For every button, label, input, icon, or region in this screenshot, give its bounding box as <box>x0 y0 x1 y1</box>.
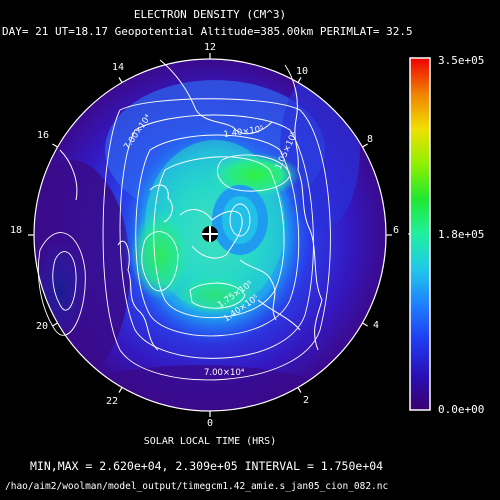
minmax-stats: MIN,MAX = 2.620e+04, 2.309e+05 INTERVAL … <box>30 459 384 473</box>
hour-label-10: 10 <box>295 66 309 77</box>
hour-label-22: 22 <box>105 396 119 407</box>
coastline-outline <box>59 59 323 351</box>
colorbar-mid-label: 1.8e+05 <box>438 228 485 241</box>
hour-label-20: 20 <box>35 321 49 332</box>
plot-title: ELECTRON DENSITY (CM^3) <box>133 8 287 21</box>
hour-label-4: 4 <box>372 320 380 331</box>
hour-label-18: 18 <box>9 225 23 236</box>
hour-tick <box>362 322 368 327</box>
hour-label-8: 8 <box>366 134 374 145</box>
hour-label-6: 6 <box>392 225 400 236</box>
hour-label-12: 12 <box>203 42 217 53</box>
colorbar-min-label: 0.0e+00 <box>438 403 485 416</box>
contour-label: 7.00×10⁴ <box>204 368 245 378</box>
colorbar <box>408 57 431 411</box>
hour-label-2: 2 <box>302 395 310 406</box>
north-pole-marker <box>202 226 218 242</box>
hour-tick <box>118 77 123 83</box>
hour-tick <box>52 143 58 148</box>
hour-tick <box>297 387 302 393</box>
hour-label-16: 16 <box>36 130 50 141</box>
hour-label-0: 0 <box>206 418 214 429</box>
file-path: /hao/aim2/woolman/model_output/timegcm1.… <box>5 481 389 492</box>
hour-tick <box>118 387 123 393</box>
contour-lines <box>37 98 331 381</box>
hour-tick <box>362 143 368 148</box>
hour-tick <box>297 77 302 83</box>
axis-label: SOLAR LOCAL TIME (HRS) <box>143 436 277 447</box>
hour-tick <box>52 322 58 327</box>
hour-ticks <box>28 53 392 417</box>
colorbar-max-label: 3.5e+05 <box>438 54 485 67</box>
plot-subtitle: DAY= 21 UT=18.17 Geopotential Altitude=3… <box>2 25 413 38</box>
hour-label-14: 14 <box>111 62 125 73</box>
